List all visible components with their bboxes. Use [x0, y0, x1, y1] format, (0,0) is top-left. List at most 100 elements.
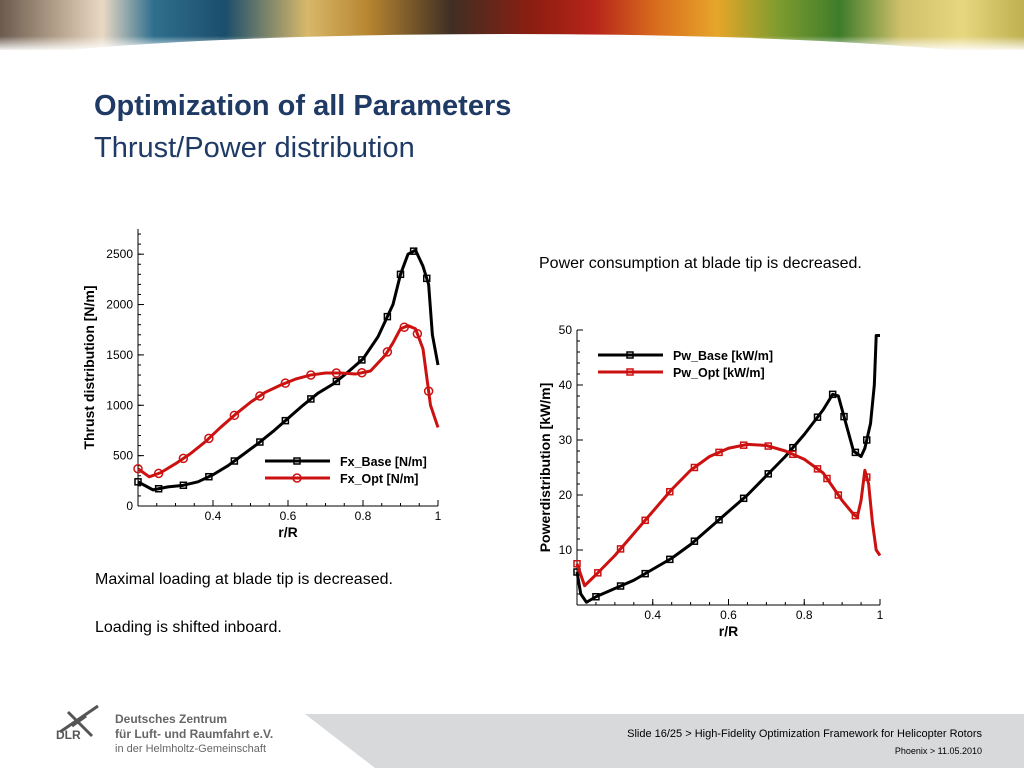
y-tick-label: 20: [559, 488, 573, 502]
data-point-base: [307, 395, 315, 403]
y-tick-label: 50: [559, 323, 573, 337]
data-point-base: [828, 390, 837, 399]
data-point-opt: [382, 347, 393, 357]
slide-info: Slide 16/25 > High-Fidelity Optimization…: [627, 728, 982, 740]
legend-label-opt: Pw_Opt [kW/m]: [673, 366, 765, 380]
data-point-base: [230, 457, 239, 465]
data-point-opt: [789, 450, 797, 459]
org-line-3: in der Helmholtz-Gemeinschaft: [115, 743, 267, 755]
data-point-opt: [306, 370, 316, 380]
x-axis-label: r/R: [719, 623, 738, 639]
x-tick-label: 0.8: [355, 509, 372, 523]
data-point-opt: [862, 473, 871, 481]
legend-label-base: Fx_Base [N/m]: [340, 455, 427, 469]
legend-marker-base: [626, 351, 634, 359]
data-point-opt: [133, 463, 143, 474]
data-point-opt: [813, 465, 822, 473]
data-point-base: [332, 377, 341, 386]
org-line-1: Deutsches Zentrum: [115, 712, 228, 726]
data-point-opt: [573, 560, 581, 568]
data-point-base: [396, 270, 405, 279]
x-axis-label: r/R: [278, 524, 297, 540]
data-point-base: [205, 472, 213, 481]
y-axis-label: Thrust distribution [N/m]: [81, 285, 97, 449]
dlr-logo-icon: [59, 704, 99, 738]
data-point-opt: [690, 463, 699, 472]
data-point-opt: [764, 442, 773, 450]
x-tick-label: 1: [435, 509, 442, 523]
data-point-base: [739, 494, 748, 503]
data-point-base: [134, 478, 142, 486]
data-point-opt: [715, 448, 723, 457]
data-point-opt: [616, 545, 625, 553]
y-tick-label: 40: [559, 378, 573, 392]
legend-marker-opt: [292, 473, 302, 483]
data-point-base: [358, 356, 366, 364]
data-point-opt: [834, 491, 843, 499]
data-point-opt: [280, 378, 291, 388]
data-point-base: [715, 516, 723, 524]
x-tick-label: 0.8: [796, 608, 813, 622]
data-point-opt: [739, 441, 748, 449]
x-tick-label: 0.4: [644, 608, 661, 622]
y-tick-label: 0: [126, 499, 133, 513]
footer-grey-band: [305, 714, 1024, 768]
note-loading-shift: Loading is shifted inboard.: [95, 619, 282, 636]
data-point-base: [690, 537, 699, 545]
header-banner: [0, 0, 1024, 50]
y-tick-label: 30: [559, 433, 573, 447]
data-point-opt: [255, 391, 265, 401]
page-subtitle: Thrust/Power distribution: [94, 132, 415, 164]
data-point-base: [383, 312, 392, 321]
y-tick-label: 500: [113, 449, 133, 463]
data-point-opt: [399, 322, 409, 332]
note-max-loading: Maximal loading at blade tip is decrease…: [95, 571, 393, 588]
data-point-base: [840, 412, 848, 421]
data-point-base: [813, 413, 822, 421]
data-point-base: [641, 569, 649, 578]
data-point-opt: [666, 487, 674, 496]
data-point-opt: [412, 329, 423, 339]
data-point-base: [423, 274, 431, 283]
data-point-opt: [178, 453, 189, 464]
data-point-opt: [204, 433, 214, 444]
x-tick-label: 0.6: [720, 608, 737, 622]
data-point-opt: [423, 386, 434, 396]
thrust-distribution-chart: 0.4 0.6 0.8 1 0 500 1000 1500 2000 2500 r/R Thrust …: [81, 229, 442, 540]
data-point-opt: [823, 474, 831, 483]
data-point-base: [764, 470, 773, 478]
slide-date: Phoenix > 11.05.2010: [894, 746, 982, 756]
data-point-opt: [641, 516, 649, 525]
y-tick-label: 2500: [106, 247, 133, 261]
page-title: Optimization of all Parameters: [94, 90, 512, 122]
series-line-opt: [575, 442, 882, 588]
note-power-tip: Power consumption at blade tip is decrea…: [539, 255, 862, 272]
data-point-base: [409, 247, 418, 255]
data-point-opt: [331, 368, 342, 378]
y-tick-label: 2000: [106, 298, 133, 312]
data-point-base: [862, 436, 871, 444]
legend-marker-opt: [626, 368, 634, 376]
x-tick-label: 1: [877, 608, 884, 622]
data-point-opt: [357, 368, 367, 378]
data-point-base: [179, 481, 188, 490]
series-line-base: [137, 248, 440, 492]
x-tick-label: 0.4: [205, 509, 222, 523]
data-point-base: [592, 593, 600, 601]
data-point-base: [851, 448, 860, 457]
data-point-opt: [229, 410, 240, 421]
y-axis-label: Powerdistribution [kW/m]: [537, 383, 553, 553]
data-point-base: [256, 438, 264, 446]
y-tick-label: 1000: [106, 398, 133, 412]
data-point-opt: [153, 468, 164, 479]
logo-text: DLR: [56, 728, 81, 742]
data-point-opt: [851, 511, 860, 520]
data-point-opt: [594, 569, 602, 577]
power-distribution-chart: 0.4 0.6 0.8 1 10 20 30 40 50 r/R Powerdistribution…: [537, 323, 884, 639]
y-tick-label: 10: [559, 543, 573, 557]
banner-curve: [0, 34, 1024, 50]
legend-label-opt: Fx_Opt [N/m]: [340, 472, 418, 486]
data-point-base: [616, 582, 625, 590]
data-point-base: [666, 555, 674, 564]
legend-label-base: Pw_Base [kW/m]: [673, 349, 773, 363]
